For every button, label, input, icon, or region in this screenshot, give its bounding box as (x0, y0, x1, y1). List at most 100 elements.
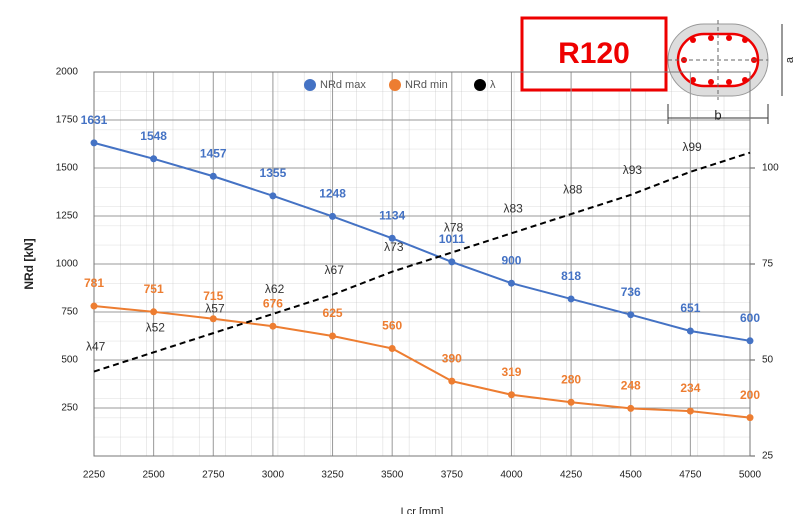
point (90, 139, 98, 147)
value-label: λ88 (563, 182, 583, 196)
x-tick-label: 3750 (441, 470, 464, 481)
value-label: λ67 (325, 263, 345, 277)
value-label: 651 (680, 301, 700, 315)
value-label: 319 (501, 365, 521, 379)
value-label: 1248 (319, 187, 346, 201)
legend-marker (474, 79, 486, 91)
x-tick-label: 4250 (560, 470, 583, 481)
y-tick-label: 1500 (56, 163, 79, 174)
point (209, 315, 217, 323)
y-tick-label: 500 (61, 355, 78, 366)
point (150, 155, 158, 163)
legend-label: NRd max (320, 79, 366, 91)
value-label: λ47 (86, 340, 106, 354)
value-label: 818 (561, 269, 581, 283)
point (567, 295, 575, 303)
value-label: λ62 (265, 282, 285, 296)
point (448, 258, 456, 266)
point (627, 404, 635, 412)
value-label: 751 (144, 282, 164, 296)
x-tick-label: 4500 (620, 470, 643, 481)
x-tick-label: 3500 (381, 470, 404, 481)
series-line (93, 305, 751, 419)
value-label: 248 (621, 379, 641, 393)
value-label: 1134 (379, 208, 405, 222)
x-tick-label: 2250 (83, 470, 106, 481)
value-label: 560 (382, 319, 402, 333)
x-tick-label: 3250 (321, 470, 344, 481)
value-label: λ99 (682, 140, 702, 154)
series-line (93, 151, 751, 373)
cross-section (667, 20, 783, 124)
x-tick-label: 4000 (500, 470, 523, 481)
value-label: 600 (740, 311, 760, 325)
y-tick-label: 2000 (56, 67, 79, 78)
point (388, 344, 396, 352)
point (269, 322, 277, 330)
point (269, 192, 277, 200)
value-label: 900 (501, 253, 521, 267)
x-tick-label: 4750 (679, 470, 702, 481)
y-tick-label: 250 (61, 403, 78, 414)
badge: R120 (558, 37, 630, 70)
x-tick-label: 2750 (202, 470, 225, 481)
value-label: λ93 (623, 163, 643, 177)
plot-frame (93, 71, 751, 457)
y2-tick-label: 75 (762, 259, 774, 270)
value-label: 1011 (439, 232, 465, 246)
value-label: 781 (84, 276, 104, 290)
point (567, 398, 575, 406)
value-label: λ78 (444, 221, 464, 235)
value-label: 1631 (81, 113, 108, 127)
y-tick-label: 1000 (56, 259, 79, 270)
point (329, 332, 337, 340)
badge-box (520, 16, 668, 92)
y-tick-label: 750 (61, 307, 78, 318)
dim-a: a (784, 56, 796, 63)
value-label: 736 (621, 285, 641, 299)
y-tick-label: 1250 (56, 211, 79, 222)
value-label: 1355 (260, 166, 287, 180)
point (150, 308, 158, 316)
point (507, 279, 515, 287)
point (90, 302, 98, 310)
point (209, 172, 217, 180)
value-label: 200 (740, 388, 760, 402)
value-label: λ52 (146, 320, 166, 334)
value-label: 1457 (200, 146, 227, 160)
point (686, 327, 694, 335)
legend-marker (389, 79, 401, 91)
value-label: λ73 (384, 240, 404, 254)
value-label: 280 (561, 372, 581, 386)
y-axis-label: NRd [kN] (22, 238, 36, 289)
value-label: 715 (203, 289, 223, 303)
point (746, 337, 754, 345)
point (746, 414, 754, 422)
point (329, 212, 337, 220)
value-label: λ83 (503, 201, 523, 215)
value-label: λ57 (205, 301, 225, 315)
point (448, 377, 456, 385)
x-tick-label: 3000 (262, 470, 285, 481)
value-label: 625 (323, 306, 343, 320)
y2-tick-label: 25 (762, 451, 774, 462)
dim-b: b (714, 107, 721, 122)
legend-marker (304, 79, 316, 91)
y-tick-label: 1750 (56, 115, 79, 126)
value-label: 234 (680, 381, 700, 395)
x-axis-label: Lcr [mm] (401, 506, 444, 514)
y2-tick-label: 100 (762, 163, 779, 174)
legend-label: λ (490, 79, 496, 91)
legend-label: NRd min (405, 79, 448, 91)
point (686, 407, 694, 415)
point (507, 391, 515, 399)
point (388, 234, 396, 242)
x-tick-label: 2500 (143, 470, 166, 481)
point (627, 311, 635, 319)
series-line (93, 141, 751, 342)
value-label: 676 (263, 296, 283, 310)
value-label: 390 (442, 351, 462, 365)
y2-tick-label: 50 (762, 355, 774, 366)
x-tick-label: 5000 (739, 470, 762, 481)
